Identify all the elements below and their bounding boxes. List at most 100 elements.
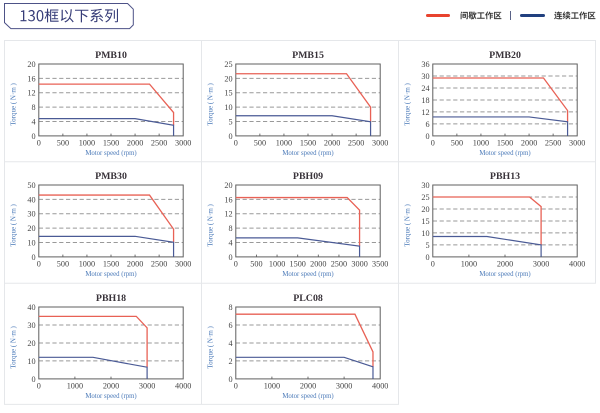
svg-text:16: 16 [224, 195, 232, 204]
svg-text:3000: 3000 [372, 138, 388, 147]
svg-text:16: 16 [27, 74, 35, 83]
svg-text:10: 10 [224, 103, 232, 112]
svg-text:PBH18: PBH18 [95, 293, 125, 304]
svg-text:PMB30: PMB30 [95, 171, 127, 182]
svg-text:0: 0 [430, 138, 434, 147]
svg-text:50: 50 [27, 181, 35, 190]
svg-text:0: 0 [233, 260, 237, 269]
svg-text:Motor speed (rpm): Motor speed (rpm) [479, 271, 530, 278]
svg-text:1000: 1000 [268, 260, 284, 269]
svg-text:4000: 4000 [175, 381, 191, 390]
svg-text:3000: 3000 [175, 260, 191, 269]
svg-text:36: 36 [421, 59, 429, 68]
svg-text:3000: 3000 [351, 260, 367, 269]
svg-text:0: 0 [425, 131, 429, 140]
svg-text:Torque ( N·m ): Torque ( N·m ) [9, 82, 17, 125]
svg-text:Torque ( N·m ): Torque ( N·m ) [206, 82, 214, 125]
svg-text:40: 40 [27, 302, 35, 311]
svg-text:2500: 2500 [150, 138, 166, 147]
svg-text:0: 0 [228, 374, 232, 383]
svg-text:6: 6 [425, 119, 429, 128]
svg-text:Motor speed (rpm): Motor speed (rpm) [85, 271, 136, 278]
svg-text:1000: 1000 [78, 138, 94, 147]
svg-text:2000: 2000 [323, 138, 339, 147]
svg-text:8: 8 [31, 103, 35, 112]
svg-text:Motor speed (rpm): Motor speed (rpm) [85, 393, 136, 400]
svg-text:20: 20 [27, 338, 35, 347]
svg-text:Torque ( N·m ): Torque ( N·m ) [403, 203, 411, 246]
svg-text:0: 0 [31, 253, 35, 262]
svg-text:20: 20 [224, 181, 232, 190]
svg-text:30: 30 [27, 320, 35, 329]
svg-text:500: 500 [56, 138, 68, 147]
svg-text:2000: 2000 [496, 260, 512, 269]
svg-text:1500: 1500 [102, 260, 118, 269]
svg-text:4000: 4000 [569, 260, 585, 269]
svg-text:20: 20 [421, 205, 429, 214]
svg-text:2500: 2500 [544, 138, 560, 147]
svg-text:3000: 3000 [335, 381, 351, 390]
svg-text:25: 25 [421, 193, 429, 202]
svg-text:4: 4 [228, 338, 232, 347]
svg-text:24: 24 [421, 83, 429, 92]
svg-text:3000: 3000 [569, 138, 585, 147]
svg-text:PMB10: PMB10 [95, 50, 127, 61]
svg-text:10: 10 [421, 229, 429, 238]
svg-text:2500: 2500 [347, 138, 363, 147]
svg-text:18: 18 [421, 95, 429, 104]
svg-text:0: 0 [31, 374, 35, 383]
svg-text:20: 20 [27, 59, 35, 68]
svg-text:0: 0 [228, 131, 232, 140]
svg-text:12: 12 [421, 107, 429, 116]
svg-text:PLC08: PLC08 [293, 293, 323, 304]
svg-text:Torque ( N·m ): Torque ( N·m ) [206, 203, 214, 246]
svg-text:1500: 1500 [289, 260, 305, 269]
svg-text:2: 2 [228, 356, 232, 365]
svg-text:2500: 2500 [330, 260, 346, 269]
svg-text:1000: 1000 [78, 260, 94, 269]
svg-text:4: 4 [228, 238, 232, 247]
svg-text:3000: 3000 [175, 138, 191, 147]
svg-text:Motor speed (rpm): Motor speed (rpm) [85, 150, 136, 157]
svg-text:Motor speed (rpm): Motor speed (rpm) [479, 150, 530, 157]
svg-text:PBH13: PBH13 [489, 171, 519, 182]
svg-text:30: 30 [421, 181, 429, 190]
svg-text:0: 0 [430, 260, 434, 269]
svg-text:1500: 1500 [496, 138, 512, 147]
svg-text:PMB20: PMB20 [489, 50, 521, 61]
svg-text:12: 12 [224, 210, 232, 219]
svg-text:0: 0 [36, 138, 40, 147]
svg-text:2000: 2000 [126, 138, 142, 147]
svg-text:0: 0 [233, 381, 237, 390]
svg-text:4000: 4000 [372, 381, 388, 390]
svg-text:1500: 1500 [299, 138, 315, 147]
svg-text:0: 0 [425, 253, 429, 262]
svg-text:4: 4 [31, 117, 35, 126]
svg-text:5: 5 [425, 241, 429, 250]
svg-text:Torque ( N·m ): Torque ( N·m ) [206, 325, 214, 368]
svg-text:3500: 3500 [372, 260, 388, 269]
svg-text:1000: 1000 [275, 138, 291, 147]
svg-text:3000: 3000 [138, 381, 154, 390]
svg-text:Motor speed (rpm): Motor speed (rpm) [282, 150, 333, 157]
svg-text:2000: 2000 [126, 260, 142, 269]
svg-text:1000: 1000 [472, 138, 488, 147]
svg-text:Torque ( N·m ): Torque ( N·m ) [403, 82, 411, 125]
svg-text:1500: 1500 [102, 138, 118, 147]
svg-text:2000: 2000 [310, 260, 326, 269]
svg-text:10: 10 [27, 238, 35, 247]
svg-text:3000: 3000 [532, 260, 548, 269]
svg-text:0: 0 [36, 381, 40, 390]
svg-text:8: 8 [228, 224, 232, 233]
svg-text:Torque ( N·m ): Torque ( N·m ) [9, 203, 17, 246]
svg-text:8: 8 [228, 302, 232, 311]
svg-text:500: 500 [56, 260, 68, 269]
svg-text:12: 12 [27, 88, 35, 97]
svg-text:0: 0 [31, 131, 35, 140]
svg-text:0: 0 [233, 138, 237, 147]
svg-text:15: 15 [421, 217, 429, 226]
svg-text:15: 15 [224, 88, 232, 97]
svg-text:5: 5 [228, 117, 232, 126]
svg-text:25: 25 [224, 59, 232, 68]
svg-text:30: 30 [27, 210, 35, 219]
